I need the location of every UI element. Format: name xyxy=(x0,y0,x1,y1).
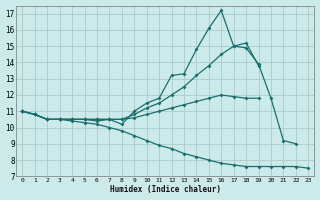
X-axis label: Humidex (Indice chaleur): Humidex (Indice chaleur) xyxy=(110,185,221,194)
